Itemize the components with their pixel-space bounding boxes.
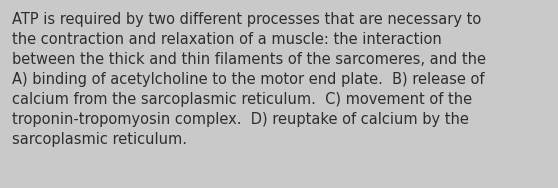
Text: ATP is required by two different processes that are necessary to
the contraction: ATP is required by two different process…	[12, 12, 486, 147]
